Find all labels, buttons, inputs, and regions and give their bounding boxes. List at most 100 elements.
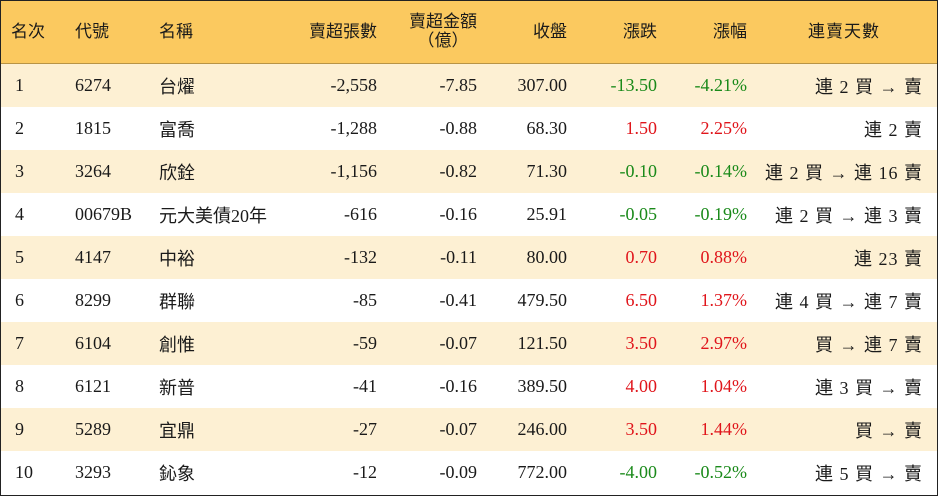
streak-cell: 連 5 買 → 賣 [815, 463, 923, 484]
rank-cell: 6 [15, 290, 24, 310]
name-cell: 鈊象 [159, 463, 195, 484]
sell-shares-cell: -27 [353, 419, 377, 439]
header-sell-amount-line1: 賣超金額 [409, 12, 477, 32]
name-cell: 中裕 [159, 248, 195, 269]
table-row: 5 4147 中裕 -132 -0.11 80.00 0.70 0.88% 連 23 賣 [1, 236, 937, 279]
streak-cell: 連 23 賣 [854, 248, 923, 269]
sell-shares-cell: -1,156 [330, 161, 378, 181]
rank-cell: 2 [15, 118, 24, 138]
change-cell: -13.50 [610, 75, 658, 95]
sell-amount-cell: -0.41 [439, 290, 478, 310]
change-cell: 4.00 [625, 376, 658, 396]
streak-cell: 買 → 賣 [855, 420, 923, 441]
header-sell-amount: 賣超金額 （億） [381, 1, 481, 63]
code-cell: 6274 [75, 75, 111, 95]
code-cell: 8299 [75, 290, 111, 310]
sell-shares-cell: -59 [353, 333, 377, 353]
name-cell: 富喬 [159, 119, 195, 140]
table-row: 9 5289 宜鼎 -27 -0.07 246.00 3.50 1.44% 買 → 賣 [1, 408, 937, 451]
change-cell: 3.50 [625, 333, 658, 353]
code-cell: 3264 [75, 161, 111, 181]
sell-amount-cell: -0.07 [439, 333, 478, 353]
name-cell: 元大美債20年 [159, 205, 267, 226]
rank-cell: 9 [15, 419, 24, 439]
table-row: 6 8299 群聯 -85 -0.41 479.50 6.50 1.37% 連 4 買 → 連 … [1, 279, 937, 322]
code-cell: 3293 [75, 462, 111, 482]
header-code: 代號 [75, 21, 109, 42]
table-header-row: 名次 代號 名稱 賣超張數 賣超金額 （億） 收盤 漲跌 漲幅 連賣天數 [1, 1, 937, 64]
rank-cell: 4 [15, 204, 24, 224]
code-cell: 6121 [75, 376, 111, 396]
change-cell: 1.50 [625, 118, 658, 138]
sell-shares-cell: -616 [344, 204, 377, 224]
sell-shares-cell: -2,558 [330, 75, 378, 95]
name-cell: 欣銓 [159, 162, 195, 183]
header-sell-amount-line2: （億） [417, 31, 469, 51]
change-pct-cell: -4.21% [694, 75, 748, 95]
streak-cell: 連 2 買 → 連 16 賣 [765, 162, 923, 183]
change-pct-cell: 1.44% [700, 419, 748, 439]
header-name: 名稱 [159, 21, 193, 42]
streak-cell: 連 3 買 → 賣 [815, 377, 923, 398]
change-pct-cell: 2.25% [700, 118, 748, 138]
name-cell: 群聯 [159, 291, 195, 312]
sell-shares-cell: -41 [353, 376, 377, 396]
sell-amount-cell: -0.16 [439, 204, 478, 224]
header-change-pct: 漲幅 [713, 21, 747, 42]
sell-amount-cell: -0.16 [439, 376, 478, 396]
streak-cell: 買 → 連 7 賣 [815, 334, 923, 355]
close-cell: 80.00 [526, 247, 568, 267]
close-cell: 121.50 [517, 333, 568, 353]
header-streak: 連賣天數 [808, 21, 880, 42]
change-pct-cell: 0.88% [700, 247, 748, 267]
sell-amount-cell: -0.88 [439, 118, 478, 138]
rank-cell: 7 [15, 333, 24, 353]
change-cell: -4.00 [619, 462, 658, 482]
change-pct-cell: -0.52% [694, 462, 748, 482]
table-body: 1 6274 台燿 -2,558 -7.85 307.00 -13.50 -4.21% 連 2 … [1, 64, 937, 494]
header-rank: 名次 [11, 21, 45, 42]
code-cell: 4147 [75, 247, 111, 267]
sell-amount-cell: -7.85 [439, 75, 478, 95]
close-cell: 479.50 [517, 290, 568, 310]
rank-cell: 3 [15, 161, 24, 181]
sell-shares-cell: -1,288 [330, 118, 378, 138]
change-cell: 0.70 [625, 247, 658, 267]
change-pct-cell: -0.14% [694, 161, 748, 181]
close-cell: 307.00 [517, 75, 568, 95]
table-row: 7 6104 創惟 -59 -0.07 121.50 3.50 2.97% 買 → 連 7 賣 [1, 322, 937, 365]
table-row: 8 6121 新普 -41 -0.16 389.50 4.00 1.04% 連 3 買 → 賣 [1, 365, 937, 408]
sell-amount-cell: -0.09 [439, 462, 478, 482]
sell-amount-cell: -0.07 [439, 419, 478, 439]
change-pct-cell: 1.04% [700, 376, 748, 396]
sell-shares-cell: -85 [353, 290, 377, 310]
streak-cell: 連 2 買 → 賣 [815, 76, 923, 97]
close-cell: 246.00 [517, 419, 568, 439]
close-cell: 71.30 [526, 161, 568, 181]
name-cell: 台燿 [159, 76, 195, 97]
header-sell-amount-stack: 賣超金額 （億） [409, 13, 477, 51]
name-cell: 宜鼎 [159, 420, 195, 441]
streak-cell: 連 2 買 → 連 3 賣 [775, 205, 923, 226]
close-cell: 389.50 [517, 376, 568, 396]
close-cell: 772.00 [517, 462, 568, 482]
sell-amount-cell: -0.82 [439, 161, 478, 181]
header-close: 收盤 [533, 21, 567, 42]
header-sell-shares: 賣超張數 [309, 21, 377, 42]
streak-cell: 連 2 賣 [864, 119, 923, 140]
change-cell: 3.50 [625, 419, 658, 439]
name-cell: 新普 [159, 377, 195, 398]
code-cell: 1815 [75, 118, 111, 138]
change-cell: -0.10 [619, 161, 658, 181]
change-pct-cell: 1.37% [700, 290, 748, 310]
code-cell: 5289 [75, 419, 111, 439]
rank-cell: 1 [15, 75, 24, 95]
table-row: 4 00679B 元大美債20年 -616 -0.16 25.91 -0.05 -0.19% 連… [1, 193, 937, 236]
sell-amount-cell: -0.11 [440, 247, 477, 267]
table-row: 10 3293 鈊象 -12 -0.09 772.00 -4.00 -0.52% 連 5 買 →… [1, 451, 937, 494]
table-row: 3 3264 欣銓 -1,156 -0.82 71.30 -0.10 -0.14% 連 2 買 … [1, 150, 937, 193]
table-row: 2 1815 富喬 -1,288 -0.88 68.30 1.50 2.25% 連 2 賣 [1, 107, 937, 150]
code-cell: 6104 [75, 333, 111, 353]
rank-cell: 10 [15, 462, 33, 482]
